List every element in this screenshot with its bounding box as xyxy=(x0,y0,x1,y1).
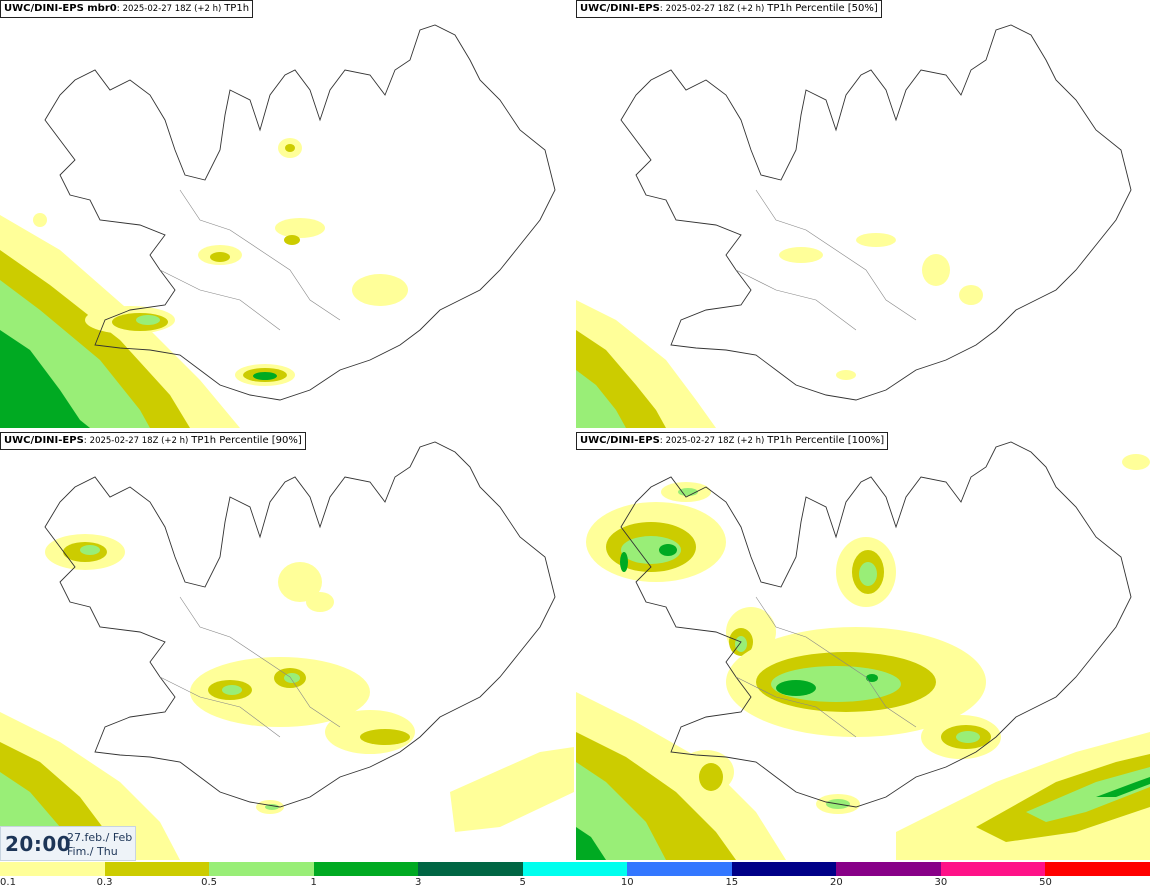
legend-tick-label: 3 xyxy=(414,877,422,888)
legend-swatch xyxy=(1045,862,1150,876)
panel-title: UWC/DINI-EPS: 2025-02-27 18Z (+2 h) TP1h… xyxy=(576,0,882,18)
legend-tick-label: 10 xyxy=(620,877,634,888)
legend-swatch xyxy=(209,862,314,876)
ocean-precip-bands xyxy=(576,300,716,428)
legend-tick-label: 0.5 xyxy=(201,877,218,888)
land-precip-blobs xyxy=(779,233,983,380)
legend-swatch xyxy=(836,862,941,876)
legend-tick-label: 30 xyxy=(934,877,948,888)
valid-time-box: 20:00 27.feb./ Feb Fim./ Thu xyxy=(0,826,136,861)
precip-map xyxy=(0,24,556,428)
iceland-coastline xyxy=(620,441,1132,808)
map-panel-p90[interactable]: UWC/DINI-EPS: 2025-02-27 18Z (+2 h) TP1h… xyxy=(0,432,574,860)
panel-title: UWC/DINI-EPS: 2025-02-27 18Z (+2 h) TP1h… xyxy=(0,432,306,450)
color-legend: 0.1 0.3 0.5 1 3 5 10 15 20 30 50 xyxy=(0,862,1150,891)
valid-weekday: Fim./ Thu xyxy=(67,845,118,858)
map-panel-p100[interactable]: UWC/DINI-EPS: 2025-02-27 18Z (+2 h) TP1h… xyxy=(576,432,1150,860)
iceland-coastline xyxy=(44,24,556,401)
iceland-coastline xyxy=(620,24,1132,401)
legend-tick-label: 5 xyxy=(519,877,526,888)
panel-title: UWC/DINI-EPS mbr0: 2025-02-27 18Z (+2 h)… xyxy=(0,0,254,18)
legend-swatch xyxy=(522,862,628,876)
legend-tick-label: 0.1 xyxy=(0,877,16,888)
map-panel-p50[interactable]: UWC/DINI-EPS: 2025-02-27 18Z (+2 h) TP1h… xyxy=(576,0,1150,428)
legend-color-bar xyxy=(0,862,1150,876)
valid-hour: 20:00 xyxy=(5,832,72,856)
land-precip-blobs xyxy=(586,454,1150,814)
legend-swatch xyxy=(940,862,1046,876)
precip-map xyxy=(576,441,1150,860)
legend-swatch xyxy=(731,862,837,876)
precip-map xyxy=(0,441,574,860)
legend-swatch xyxy=(627,862,732,876)
land-precip-blobs xyxy=(33,138,408,386)
legend-tick-label: 1 xyxy=(310,877,317,888)
legend-tick-label: 50 xyxy=(1039,877,1052,888)
precip-map xyxy=(576,24,1132,428)
land-precip-blobs xyxy=(45,534,415,814)
map-panel-member0[interactable]: UWC/DINI-EPS mbr0: 2025-02-27 18Z (+2 h)… xyxy=(0,0,574,428)
legend-swatch xyxy=(0,862,105,876)
legend-swatch xyxy=(418,862,523,876)
legend-tick-label: 20 xyxy=(829,877,843,888)
valid-date: 27.feb./ Feb xyxy=(67,831,133,844)
legend-swatch xyxy=(104,862,210,876)
legend-swatch xyxy=(313,862,419,876)
legend-tick-label: 15 xyxy=(725,877,739,888)
panel-title: UWC/DINI-EPS: 2025-02-27 18Z (+2 h) TP1h… xyxy=(576,432,889,450)
legend-tick-label: 0.3 xyxy=(96,877,113,888)
iceland-coastline xyxy=(44,441,556,808)
